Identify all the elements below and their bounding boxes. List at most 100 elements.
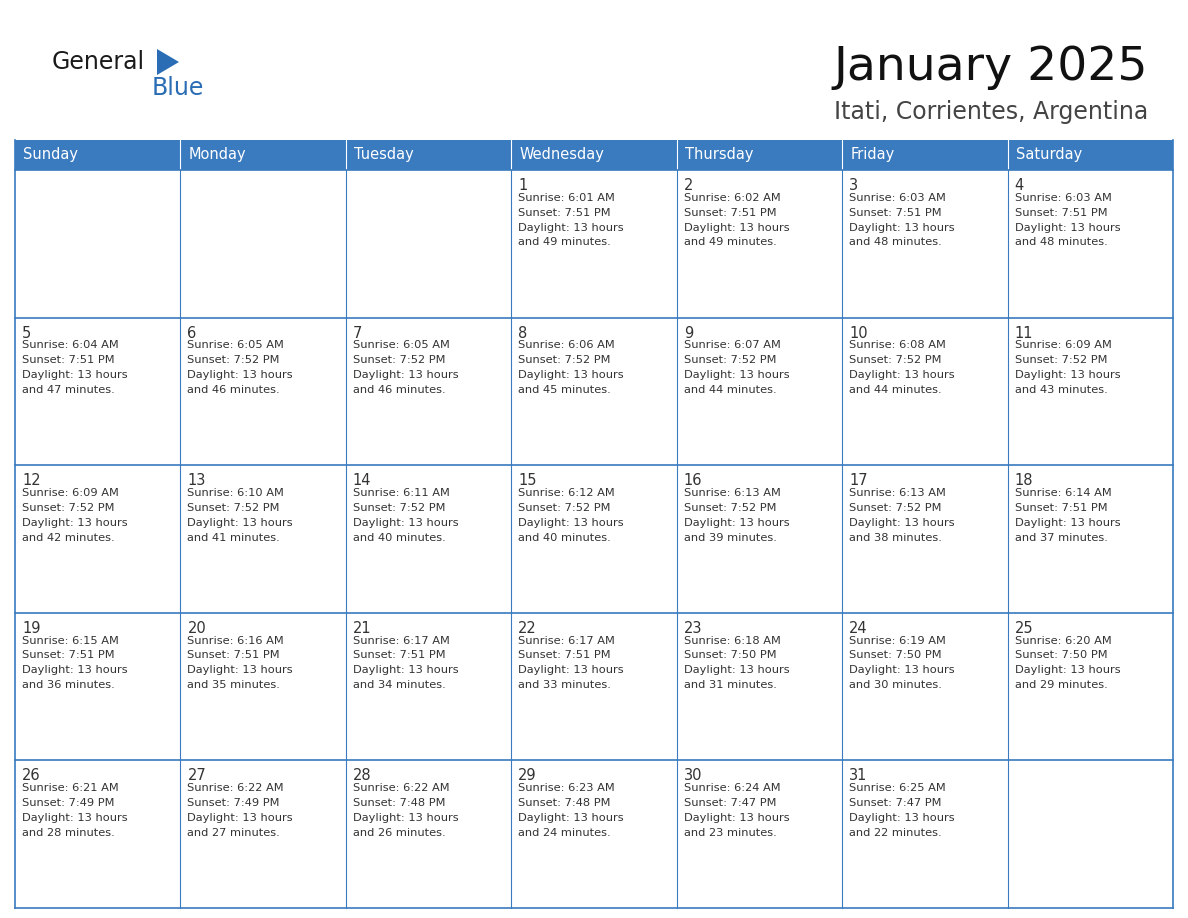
Text: Sunrise: 6:09 AM: Sunrise: 6:09 AM [23, 488, 119, 498]
Polygon shape [157, 49, 179, 75]
Text: Sunrise: 6:18 AM: Sunrise: 6:18 AM [684, 635, 781, 645]
Text: Daylight: 13 hours: Daylight: 13 hours [518, 518, 624, 528]
Text: Sunset: 7:48 PM: Sunset: 7:48 PM [518, 798, 611, 808]
Text: Thursday: Thursday [684, 148, 753, 162]
Text: and 40 minutes.: and 40 minutes. [353, 532, 446, 543]
Text: 7: 7 [353, 326, 362, 341]
Text: 14: 14 [353, 473, 372, 488]
Text: Sunset: 7:51 PM: Sunset: 7:51 PM [353, 651, 446, 660]
Text: Sunset: 7:51 PM: Sunset: 7:51 PM [1015, 207, 1107, 218]
Text: Daylight: 13 hours: Daylight: 13 hours [23, 666, 127, 676]
Text: Sunrise: 6:23 AM: Sunrise: 6:23 AM [518, 783, 615, 793]
Bar [511, 465, 677, 613]
Text: and 22 minutes.: and 22 minutes. [849, 828, 942, 838]
Text: Sunrise: 6:02 AM: Sunrise: 6:02 AM [684, 193, 781, 203]
Bar [511, 318, 677, 465]
Text: Sunrise: 6:25 AM: Sunrise: 6:25 AM [849, 783, 946, 793]
Text: Daylight: 13 hours: Daylight: 13 hours [849, 666, 955, 676]
Text: Daylight: 13 hours: Daylight: 13 hours [353, 518, 459, 528]
Bar [511, 613, 677, 760]
Text: and 34 minutes.: and 34 minutes. [353, 680, 446, 690]
Text: 12: 12 [23, 473, 40, 488]
Text: Sunset: 7:47 PM: Sunset: 7:47 PM [849, 798, 942, 808]
Bar [677, 760, 842, 908]
Text: and 27 minutes.: and 27 minutes. [188, 828, 280, 838]
Text: 31: 31 [849, 768, 867, 783]
Bar [346, 760, 511, 908]
Text: Daylight: 13 hours: Daylight: 13 hours [1015, 518, 1120, 528]
Text: and 36 minutes.: and 36 minutes. [23, 680, 115, 690]
Text: Sunset: 7:51 PM: Sunset: 7:51 PM [23, 355, 114, 365]
Text: 2: 2 [684, 178, 693, 193]
Text: 28: 28 [353, 768, 372, 783]
Text: and 29 minutes.: and 29 minutes. [1015, 680, 1107, 690]
Bar [511, 760, 677, 908]
Text: Sunrise: 6:14 AM: Sunrise: 6:14 AM [1015, 488, 1111, 498]
Text: and 43 minutes.: and 43 minutes. [1015, 385, 1107, 395]
Text: 17: 17 [849, 473, 867, 488]
Text: Sunset: 7:52 PM: Sunset: 7:52 PM [518, 355, 611, 365]
Text: Sunday: Sunday [23, 148, 78, 162]
Text: Daylight: 13 hours: Daylight: 13 hours [353, 370, 459, 380]
Text: Sunrise: 6:04 AM: Sunrise: 6:04 AM [23, 341, 119, 351]
Text: Sunrise: 6:12 AM: Sunrise: 6:12 AM [518, 488, 615, 498]
Bar [842, 613, 1007, 760]
Text: and 45 minutes.: and 45 minutes. [518, 385, 611, 395]
Text: 9: 9 [684, 326, 693, 341]
Text: 3: 3 [849, 178, 858, 193]
Text: and 40 minutes.: and 40 minutes. [518, 532, 611, 543]
Text: Sunrise: 6:05 AM: Sunrise: 6:05 AM [188, 341, 284, 351]
Bar [15, 140, 1173, 170]
Text: Sunset: 7:52 PM: Sunset: 7:52 PM [188, 355, 280, 365]
Text: Daylight: 13 hours: Daylight: 13 hours [849, 370, 955, 380]
Text: Daylight: 13 hours: Daylight: 13 hours [23, 518, 127, 528]
Text: Sunset: 7:52 PM: Sunset: 7:52 PM [1015, 355, 1107, 365]
Text: and 48 minutes.: and 48 minutes. [1015, 238, 1107, 247]
Text: Sunrise: 6:16 AM: Sunrise: 6:16 AM [188, 635, 284, 645]
Text: and 30 minutes.: and 30 minutes. [849, 680, 942, 690]
Text: 15: 15 [518, 473, 537, 488]
Text: Sunset: 7:52 PM: Sunset: 7:52 PM [518, 503, 611, 513]
Bar [1007, 760, 1173, 908]
Text: Daylight: 13 hours: Daylight: 13 hours [684, 518, 789, 528]
Text: 29: 29 [518, 768, 537, 783]
Text: Sunset: 7:51 PM: Sunset: 7:51 PM [1015, 503, 1107, 513]
Text: and 42 minutes.: and 42 minutes. [23, 532, 114, 543]
Text: Daylight: 13 hours: Daylight: 13 hours [684, 222, 789, 232]
Text: Sunset: 7:51 PM: Sunset: 7:51 PM [849, 207, 942, 218]
Text: Sunrise: 6:15 AM: Sunrise: 6:15 AM [23, 635, 119, 645]
Text: Daylight: 13 hours: Daylight: 13 hours [23, 370, 127, 380]
Text: Daylight: 13 hours: Daylight: 13 hours [188, 518, 293, 528]
Text: 26: 26 [23, 768, 40, 783]
Text: Blue: Blue [152, 76, 204, 100]
Text: Sunset: 7:50 PM: Sunset: 7:50 PM [684, 651, 776, 660]
Text: Sunset: 7:51 PM: Sunset: 7:51 PM [188, 651, 280, 660]
Text: 25: 25 [1015, 621, 1034, 636]
Bar [181, 760, 346, 908]
Text: 1: 1 [518, 178, 527, 193]
Bar [15, 465, 181, 613]
Bar [842, 318, 1007, 465]
Text: 23: 23 [684, 621, 702, 636]
Text: Sunrise: 6:06 AM: Sunrise: 6:06 AM [518, 341, 615, 351]
Bar [677, 613, 842, 760]
Text: and 46 minutes.: and 46 minutes. [353, 385, 446, 395]
Text: and 48 minutes.: and 48 minutes. [849, 238, 942, 247]
Text: Daylight: 13 hours: Daylight: 13 hours [684, 370, 789, 380]
Text: Sunrise: 6:05 AM: Sunrise: 6:05 AM [353, 341, 450, 351]
Bar [181, 318, 346, 465]
Text: 30: 30 [684, 768, 702, 783]
Text: Sunrise: 6:01 AM: Sunrise: 6:01 AM [518, 193, 615, 203]
Text: 10: 10 [849, 326, 867, 341]
Text: Daylight: 13 hours: Daylight: 13 hours [518, 666, 624, 676]
Text: Sunset: 7:50 PM: Sunset: 7:50 PM [1015, 651, 1107, 660]
Text: 20: 20 [188, 621, 207, 636]
Bar [1007, 465, 1173, 613]
Text: Sunset: 7:52 PM: Sunset: 7:52 PM [353, 355, 446, 365]
Text: Sunrise: 6:10 AM: Sunrise: 6:10 AM [188, 488, 284, 498]
Text: Sunset: 7:51 PM: Sunset: 7:51 PM [684, 207, 776, 218]
Text: Daylight: 13 hours: Daylight: 13 hours [353, 666, 459, 676]
Text: Sunset: 7:52 PM: Sunset: 7:52 PM [188, 503, 280, 513]
Text: Sunrise: 6:22 AM: Sunrise: 6:22 AM [353, 783, 449, 793]
Bar [181, 465, 346, 613]
